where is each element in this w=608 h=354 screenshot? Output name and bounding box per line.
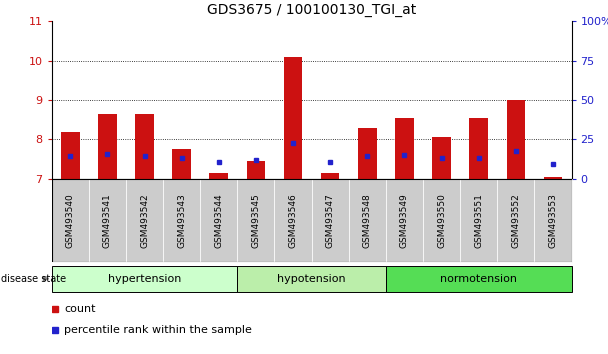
Bar — [163, 179, 200, 262]
Text: GSM493540: GSM493540 — [66, 193, 75, 248]
Bar — [172, 149, 191, 179]
Bar — [358, 129, 376, 179]
Text: GSM493548: GSM493548 — [363, 193, 372, 248]
Text: GSM493546: GSM493546 — [289, 193, 297, 248]
Bar — [52, 266, 237, 292]
Text: GSM493542: GSM493542 — [140, 193, 149, 248]
Text: percentile rank within the sample: percentile rank within the sample — [64, 325, 252, 336]
Bar — [200, 179, 237, 262]
Bar — [432, 137, 451, 179]
Bar — [210, 173, 228, 179]
Bar — [237, 179, 274, 262]
Bar — [506, 100, 525, 179]
Text: GSM493545: GSM493545 — [251, 193, 260, 248]
Bar — [311, 179, 349, 262]
Bar — [98, 114, 117, 179]
Text: GSM493553: GSM493553 — [548, 193, 558, 248]
Text: GSM493552: GSM493552 — [511, 193, 520, 248]
Title: GDS3675 / 100100130_TGI_at: GDS3675 / 100100130_TGI_at — [207, 4, 416, 17]
Bar — [469, 118, 488, 179]
Text: normotension: normotension — [440, 274, 517, 284]
Bar — [349, 179, 386, 262]
Bar — [247, 161, 265, 179]
Bar — [395, 118, 413, 179]
Text: hypertension: hypertension — [108, 274, 181, 284]
Text: count: count — [64, 304, 95, 314]
Bar — [126, 179, 163, 262]
Bar — [386, 179, 423, 262]
Bar — [52, 179, 89, 262]
Text: GSM493551: GSM493551 — [474, 193, 483, 248]
Text: GSM493544: GSM493544 — [214, 193, 223, 248]
Text: GSM493543: GSM493543 — [177, 193, 186, 248]
Text: GSM493547: GSM493547 — [326, 193, 334, 248]
Bar — [284, 57, 302, 179]
Bar — [321, 173, 339, 179]
Bar — [544, 177, 562, 179]
Bar — [274, 179, 311, 262]
Bar — [534, 179, 572, 262]
Bar — [89, 179, 126, 262]
Bar — [386, 266, 572, 292]
Bar — [460, 179, 497, 262]
Bar — [237, 266, 386, 292]
Bar — [61, 132, 80, 179]
Bar — [423, 179, 460, 262]
Bar — [135, 114, 154, 179]
Text: disease state: disease state — [1, 274, 66, 284]
Bar — [497, 179, 534, 262]
Text: hypotension: hypotension — [277, 274, 346, 284]
Text: GSM493549: GSM493549 — [400, 193, 409, 248]
Text: GSM493550: GSM493550 — [437, 193, 446, 248]
Text: GSM493541: GSM493541 — [103, 193, 112, 248]
